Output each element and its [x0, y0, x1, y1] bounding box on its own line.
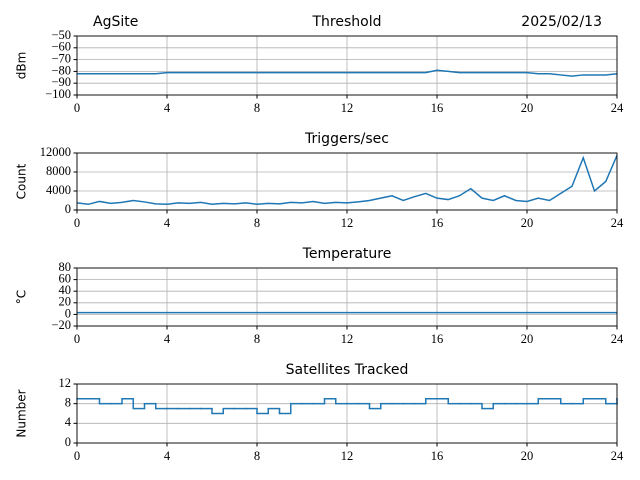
- panel-title: Temperature: [302, 246, 392, 262]
- x-tick-label: 8: [254, 332, 260, 346]
- x-tick-label: 0: [74, 332, 80, 346]
- x-tick-label: 12: [341, 101, 354, 115]
- data-line: [77, 155, 617, 206]
- y-axis-label: °C: [15, 290, 29, 304]
- x-tick-label: 0: [74, 101, 80, 115]
- y-tick-label: 40: [59, 283, 72, 297]
- date-label: 2025/02/13: [521, 14, 602, 30]
- y-tick-label: 8: [65, 396, 71, 410]
- panel-title: Threshold: [312, 14, 382, 30]
- y-tick-label: 4000: [46, 183, 71, 197]
- y-tick-label: 0: [65, 202, 71, 216]
- y-tick-label: 60: [59, 271, 72, 285]
- x-tick-label: 16: [431, 216, 444, 230]
- x-tick-label: 24: [611, 216, 624, 230]
- y-tick-label: 4: [65, 415, 72, 429]
- axes-frame: [76, 383, 618, 444]
- x-tick-label: 4: [164, 216, 171, 230]
- x-tick-label: 24: [611, 449, 624, 463]
- x-tick-label: 24: [611, 101, 624, 115]
- y-tick-label: 0: [65, 435, 71, 449]
- y-tick-label: −80: [51, 63, 71, 77]
- x-tick-label: 4: [164, 332, 171, 346]
- y-tick-label: 12: [59, 376, 72, 390]
- site-label: AgSite: [93, 14, 138, 30]
- x-tick-label: 12: [341, 216, 354, 230]
- x-tick-label: 20: [521, 216, 534, 230]
- panel-title: Satellites Tracked: [286, 362, 409, 378]
- axes-frame: [76, 152, 618, 211]
- x-tick-label: 4: [164, 449, 171, 463]
- y-tick-label: 12000: [40, 145, 71, 159]
- data-line: [77, 69, 617, 77]
- x-tick-label: 24: [611, 332, 624, 346]
- x-tick-label: 20: [521, 332, 534, 346]
- y-tick-label: −90: [51, 75, 71, 89]
- y-tick-label: 80: [59, 260, 72, 274]
- x-tick-label: 12: [341, 332, 354, 346]
- y-axis-label: Number: [15, 389, 29, 437]
- y-tick-label: 0: [65, 306, 71, 320]
- y-tick-label: −100: [45, 87, 71, 101]
- x-tick-label: 8: [254, 101, 260, 115]
- x-tick-label: 16: [431, 449, 444, 463]
- x-tick-label: 20: [521, 101, 534, 115]
- y-tick-label: 8000: [46, 164, 71, 178]
- y-tick-label: −70: [51, 51, 71, 65]
- y-tick-label: −50: [51, 28, 71, 42]
- x-tick-label: 0: [74, 216, 80, 230]
- x-tick-label: 20: [521, 449, 534, 463]
- x-tick-label: 4: [164, 101, 171, 115]
- axes-frame: [76, 267, 618, 327]
- x-tick-label: 16: [431, 332, 444, 346]
- x-tick-label: 8: [254, 449, 260, 463]
- x-tick-label: 8: [254, 216, 260, 230]
- y-tick-label: 20: [59, 295, 72, 309]
- y-tick-label: −20: [51, 318, 71, 332]
- y-axis-label: Count: [15, 163, 29, 199]
- y-axis-label: dBm: [15, 52, 29, 80]
- y-tick-label: −60: [51, 40, 71, 54]
- x-tick-label: 0: [74, 449, 80, 463]
- x-tick-label: 16: [431, 101, 444, 115]
- axes-frame: [76, 35, 618, 96]
- x-tick-label: 12: [341, 449, 354, 463]
- panel-title: Triggers/sec: [304, 131, 389, 147]
